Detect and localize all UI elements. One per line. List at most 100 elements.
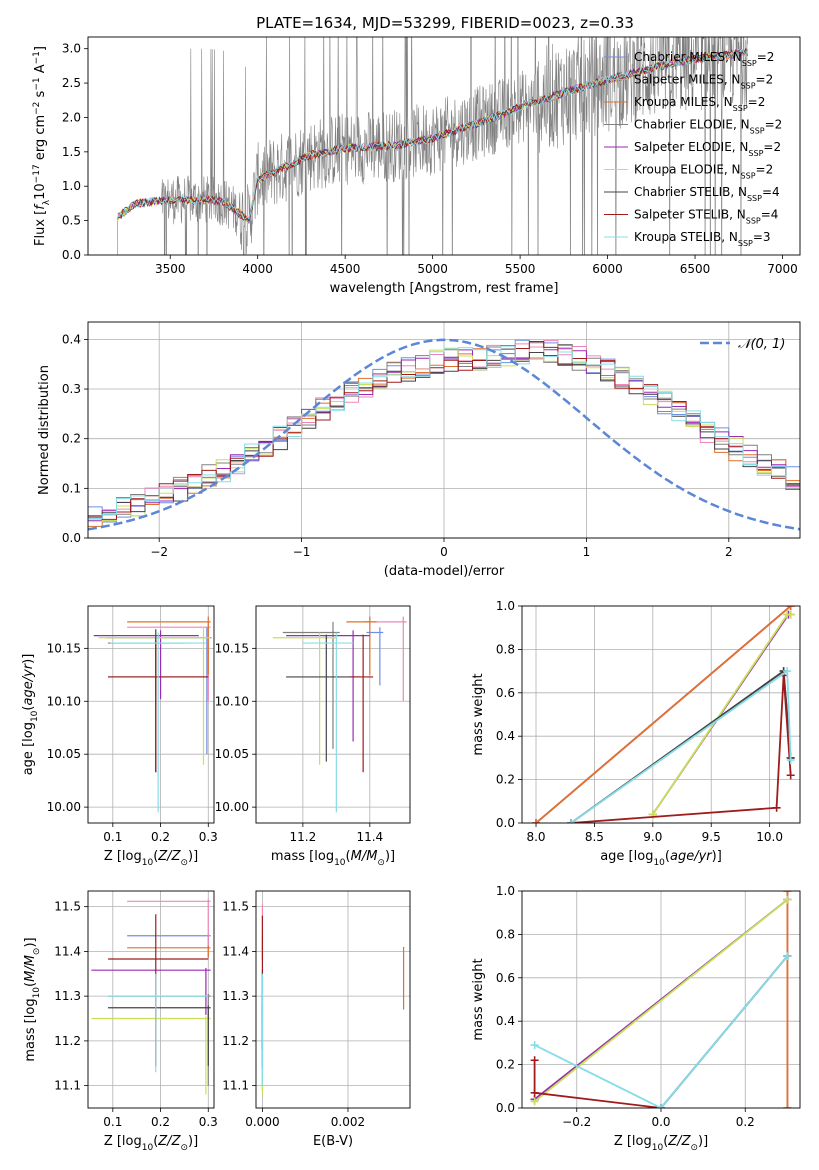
- errorbar-kroupa-stelib: [110, 632, 206, 813]
- axes-frame: [87, 605, 215, 824]
- plus-marker: [783, 891, 792, 895]
- model-line-kroupa-stelib: [117, 48, 748, 220]
- errorbar-chabrier-elodie: [282, 621, 340, 749]
- x-tick-label: 0.0: [651, 1115, 670, 1129]
- x-tick-label: 6000: [592, 262, 623, 276]
- plus-marker: [783, 895, 792, 904]
- weight-line-kroupa-elodie: [530, 895, 792, 1106]
- legend-entry: Salpeter STELIB, NSSP=4: [634, 208, 778, 226]
- y-tick-label: 0.2: [62, 432, 81, 446]
- x-tick-label: 1: [583, 545, 591, 559]
- x-tick-label: 4000: [242, 262, 273, 276]
- x-tick-label: 9.0: [643, 830, 662, 844]
- y-tick-label: 11.1: [54, 1079, 81, 1093]
- plus-marker: [786, 606, 795, 610]
- weight-vs-Z-plot-area: [530, 891, 792, 1108]
- x-tick-label: 4500: [330, 262, 361, 276]
- plus-marker: [530, 1097, 539, 1106]
- plus-marker: [657, 1104, 665, 1108]
- errorbar-chabrier-elodie: [108, 637, 185, 696]
- plus-marker: [786, 610, 795, 619]
- residuals-axes: −2 −1 0 1 2 0.0 0.1 0.2 0.3 0.4 (data-model)/error…: [37, 321, 801, 579]
- x-tick-label: 8.0: [526, 830, 545, 844]
- y-tick-label: 10.10: [215, 694, 249, 708]
- axes-frame: [87, 890, 215, 1109]
- x-axis-label: Z [log10(Z/Z⊙)]: [614, 1134, 708, 1153]
- figure-title: PLATE=1634, MJD=53299, FIBERID=0023, z=0…: [256, 14, 634, 32]
- y-tick-label: 10.15: [47, 641, 81, 655]
- y-tick-label: 10.05: [47, 747, 81, 761]
- legend-entry: Chabrier MILES, NSSP=2: [634, 50, 774, 68]
- weight-line-kroupa-stelib: [567, 667, 795, 823]
- residuals-plot-area: [88, 338, 800, 531]
- x-tick-label: 2: [725, 545, 733, 559]
- x-tick-label: 5500: [505, 262, 536, 276]
- x-tick-label: 6500: [680, 262, 711, 276]
- legend-entry: Kroupa ELODIE, NSSP=2: [634, 163, 773, 181]
- weight-line-chabrier-stelib: [567, 667, 795, 823]
- mass-vs-Z-plot-area: [91, 899, 211, 1095]
- errorbar-salpeter-miles: [127, 899, 211, 955]
- y-tick-label: 1.5: [62, 145, 81, 159]
- errorbar-kroupa-stelib: [108, 973, 209, 1073]
- y-tick-label: 11.2: [54, 1034, 81, 1048]
- y-tick-label: 0.6: [496, 686, 515, 700]
- plus-marker: [530, 1041, 539, 1050]
- axes-frame: [521, 890, 801, 1109]
- legend-entry: Kroupa MILES, NSSP=2: [634, 95, 765, 113]
- y-tick-label: 0.1: [62, 481, 81, 495]
- y-tick-label: 0.8: [496, 927, 515, 941]
- age-vs-Z-axes: 0.1 0.2 0.3 10.00 10.05 10.10 10.15 Z [log10(Z/…: [21, 605, 218, 868]
- plus-marker: [786, 756, 795, 765]
- axes-frame: [521, 605, 801, 824]
- errorbar-kroupa-miles: [127, 616, 211, 675]
- mass-vs-Z-axes: 0.1 0.2 0.3 11.1 11.2 11.3 11.4 11.5 Z [log10(Z/…: [23, 890, 218, 1153]
- x-tick-label: 0.3: [199, 1115, 218, 1129]
- errorbar-kroupa-miles: [346, 616, 377, 675]
- y-axis-label: mass weight: [471, 958, 486, 1040]
- x-tick-label: 3500: [155, 262, 186, 276]
- y-tick-label: 11.5: [222, 900, 249, 914]
- x-axis-label: mass [log10(M/M⊙)]: [271, 849, 395, 868]
- y-tick-label: 0.0: [496, 816, 515, 830]
- errorbar-salpeter-stelib: [349, 634, 374, 773]
- plus-marker: [783, 952, 792, 961]
- gaussian-legend-label: 𝒩(0, 1): [738, 337, 785, 352]
- spectrum-plot-area: [117, 37, 748, 255]
- y-tick-label: 1.0: [496, 599, 515, 613]
- y-tick-label: 0.5: [62, 214, 81, 228]
- plus-marker: [786, 771, 795, 780]
- spectrum-legend: Chabrier MILES, NSSP=2 Salpeter MILES, NS…: [604, 50, 782, 248]
- x-tick-label: −2: [150, 545, 168, 559]
- age-vs-mass-plot-area: [272, 616, 407, 813]
- x-tick-label: 0.3: [199, 830, 218, 844]
- errorbar-salpeter-stelib: [108, 914, 209, 1067]
- mass-vs-ebv-axes: 0.000 0.002 11.1 11.2 11.3 11.4 11.5 E(B-V): [222, 890, 411, 1149]
- axes-frame: [87, 321, 801, 539]
- x-tick-label: 10.0: [756, 830, 783, 844]
- x-tick-label: 0.1: [103, 830, 122, 844]
- plus-marker: [783, 1104, 792, 1108]
- x-tick-label: −1: [293, 545, 311, 559]
- y-axis-label: mass [log10(M/M⊙)]: [23, 937, 42, 1061]
- y-tick-label: 0.8: [496, 642, 515, 656]
- residual-histogram-kroupa-elodie: [88, 342, 800, 525]
- y-tick-label: 11.4: [222, 944, 249, 958]
- x-tick-label: 0.2: [736, 1115, 755, 1129]
- errorbar-salpeter-elodie: [286, 630, 370, 742]
- y-tick-label: 0.2: [496, 1058, 515, 1072]
- x-tick-label: 0.000: [245, 1115, 279, 1129]
- legend-entry: Salpeter ELODIE, NSSP=2: [634, 140, 781, 158]
- y-axis-label: Normed distribution: [37, 365, 52, 495]
- weight-line-kroupa-stelib: [530, 952, 792, 1108]
- y-tick-label: 1.0: [496, 884, 515, 898]
- x-axis-label: age [log10(age/yr)]: [600, 849, 722, 868]
- x-tick-label: 0.002: [331, 1115, 365, 1129]
- x-tick-label: 0: [440, 545, 448, 559]
- y-tick-label: 10.05: [215, 747, 249, 761]
- residual-histogram-kroupa-stelib: [88, 345, 800, 526]
- y-tick-label: 11.4: [54, 944, 81, 958]
- y-tick-label: 11.2: [222, 1034, 249, 1048]
- y-tick-label: 3.0: [62, 42, 81, 56]
